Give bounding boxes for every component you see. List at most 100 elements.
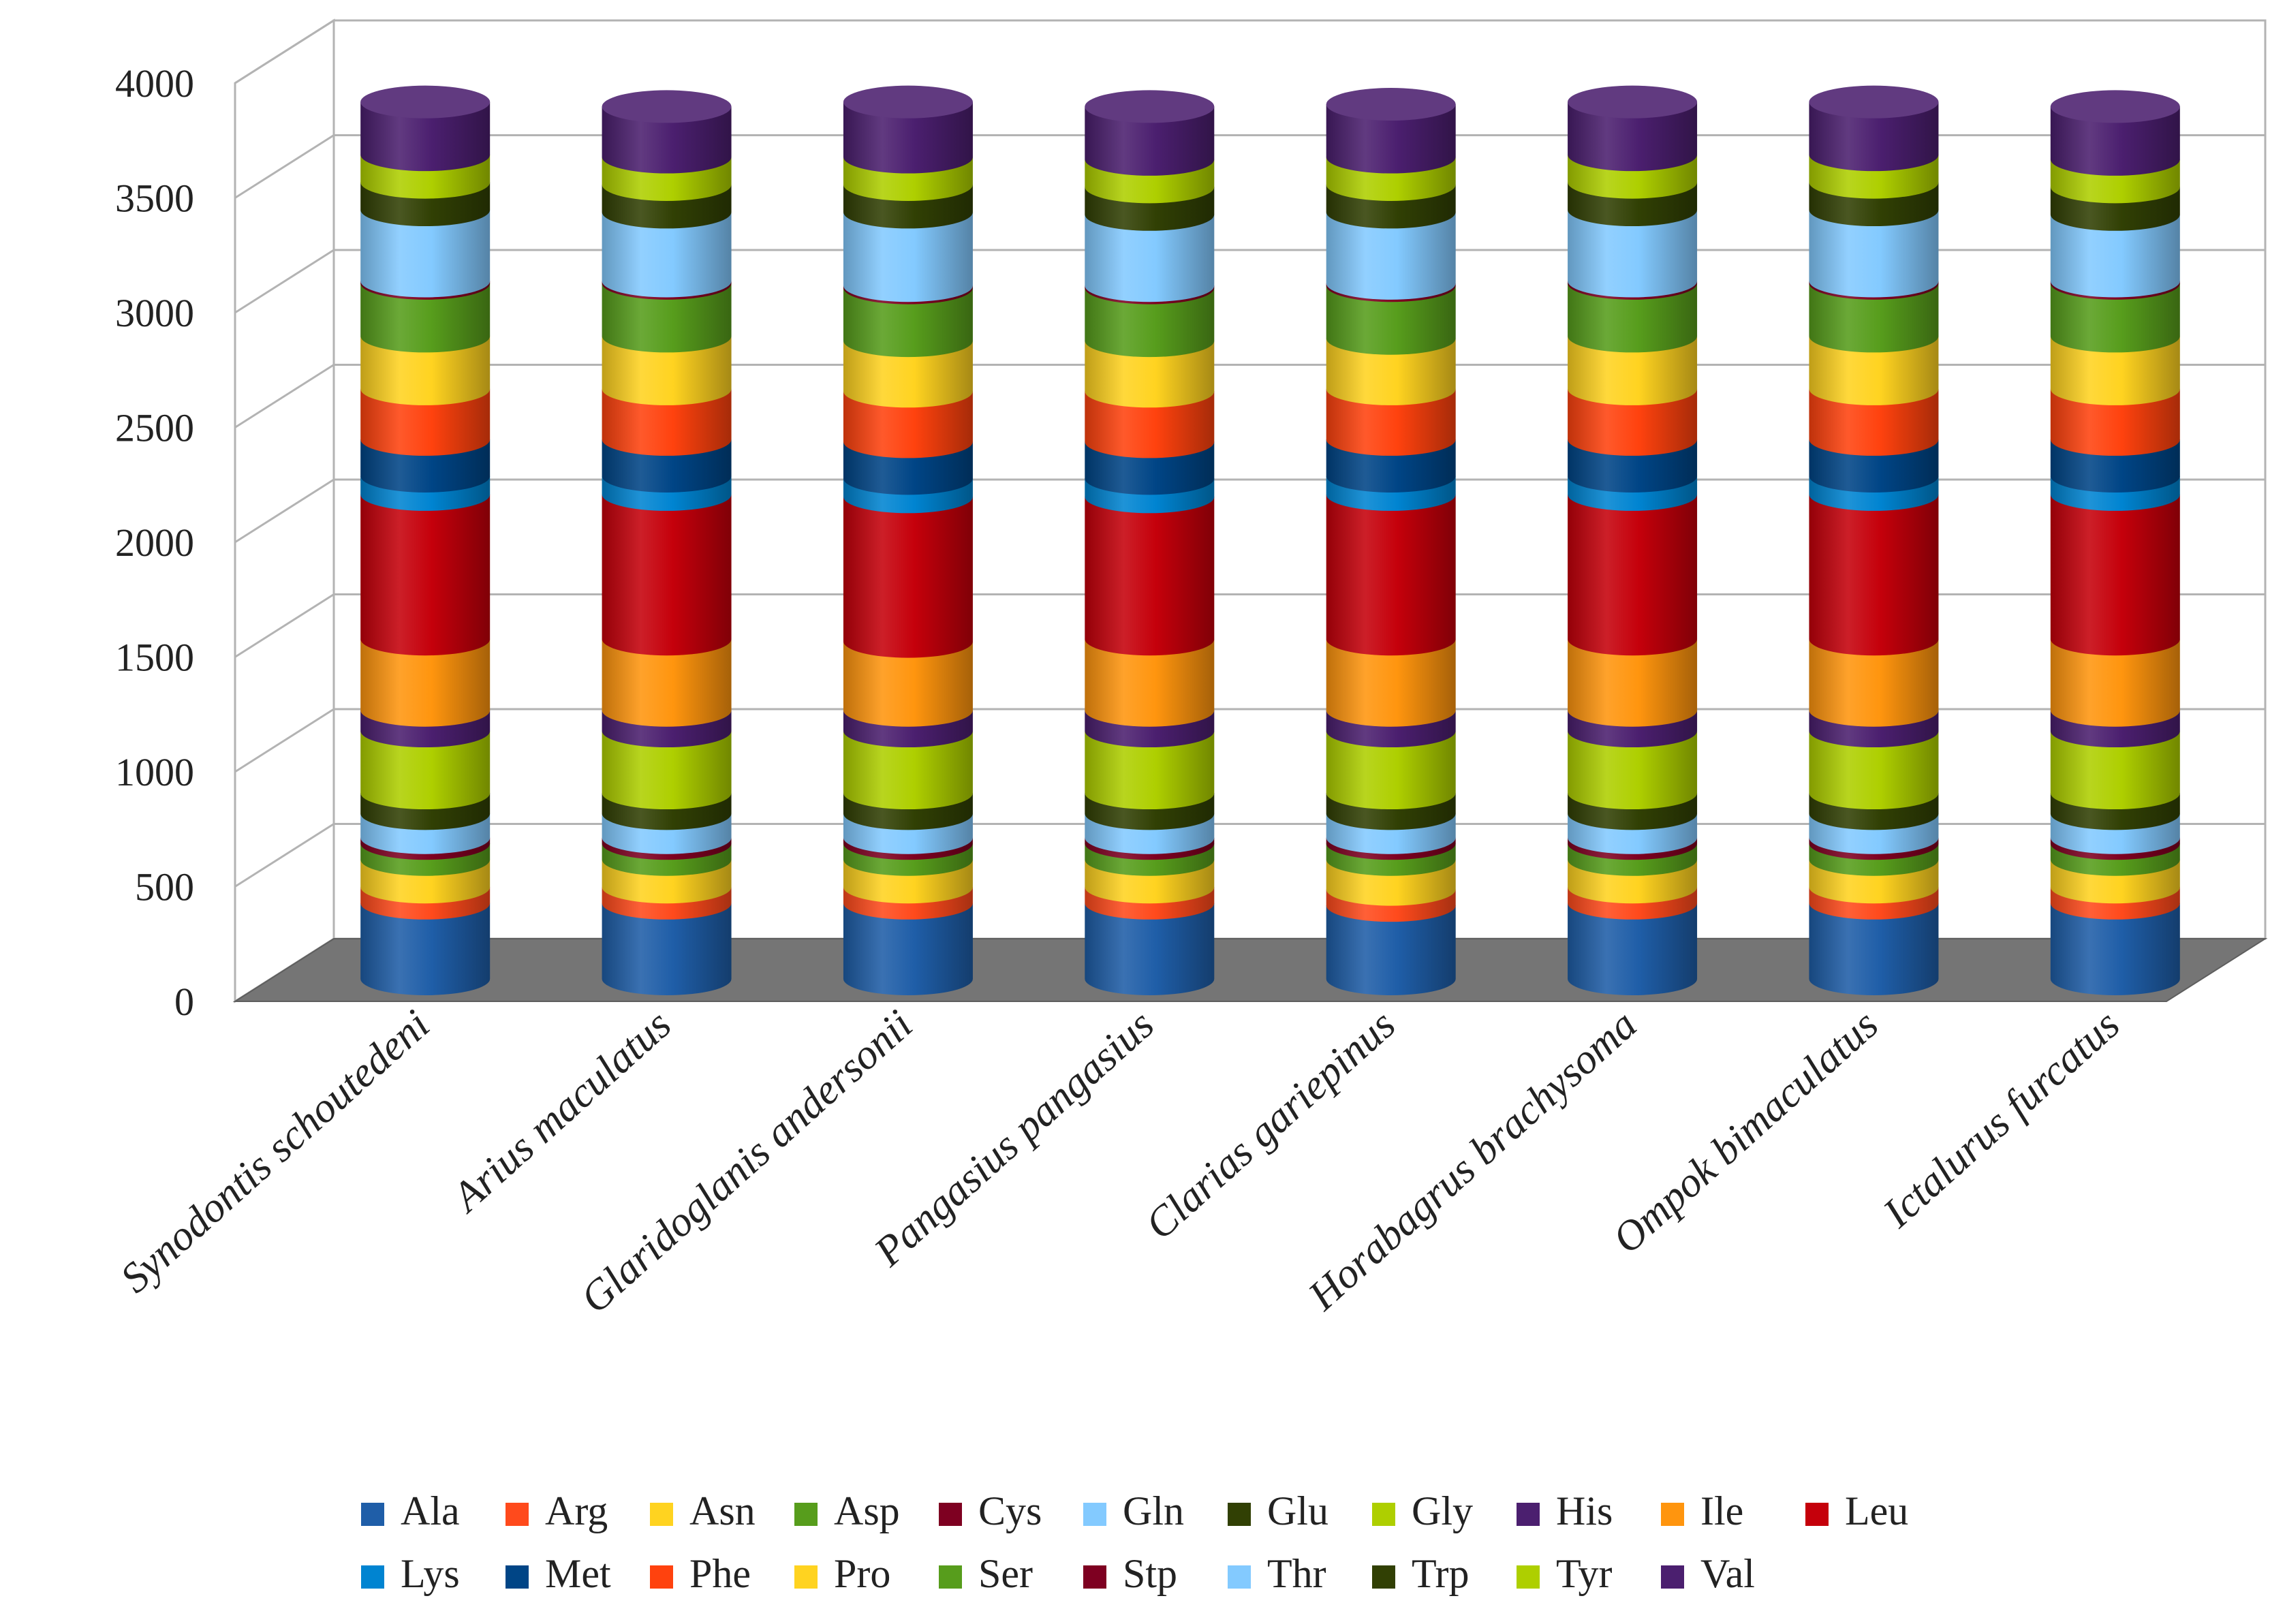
legend-swatch: [794, 1565, 818, 1589]
bar-segment: [843, 497, 973, 658]
bar-segment: [1326, 731, 1456, 810]
bar-stack: [602, 90, 732, 995]
gridline-side: [234, 823, 335, 888]
legend-item: Ser: [939, 1551, 1033, 1596]
legend-label: Glu: [1267, 1488, 1328, 1533]
bar-top: [1809, 85, 1939, 119]
bar-segment: [2050, 494, 2180, 656]
legend-swatch: [1228, 1503, 1251, 1526]
bar-segment: [2050, 214, 2180, 298]
bar-segment: [1326, 905, 1456, 995]
bar-segment: [843, 102, 973, 174]
legend-item: Asp: [794, 1488, 900, 1533]
y-tick-label: 500: [135, 865, 194, 909]
bar-segment: [360, 731, 491, 810]
bar-segment: [1085, 639, 1215, 727]
legend: Ala Arg Asn Asp Cys Gln Glu Gly His Ile Leu Lys Met P…: [361, 1488, 1908, 1596]
legend-swatch: [1372, 1503, 1395, 1526]
bar-segment: [1568, 210, 1698, 298]
legend-label: Phe: [689, 1551, 751, 1596]
legend-swatch: [650, 1503, 673, 1526]
bar-segment: [360, 388, 491, 456]
legend-swatch: [1228, 1565, 1251, 1589]
bar-segment: [1568, 388, 1698, 456]
y-tick-label: 4000: [115, 61, 194, 106]
legend-swatch: [1083, 1565, 1106, 1589]
legend-swatch: [939, 1565, 962, 1589]
bar-segment: [843, 341, 973, 408]
legend-label: Gly: [1412, 1488, 1473, 1533]
bar-segment: [1326, 104, 1456, 174]
bar-segment: [1809, 494, 1939, 656]
legend-swatch: [939, 1503, 962, 1526]
legend-label: Ser: [978, 1551, 1033, 1596]
bar-segment: [843, 641, 973, 727]
bar-segment: [360, 903, 491, 995]
gridline-side: [234, 478, 335, 544]
bar-top: [2050, 90, 2180, 123]
bar-segment: [843, 212, 973, 302]
legend-label: His: [1556, 1488, 1613, 1533]
bar-segment: [1809, 210, 1939, 298]
legend-item: Stp: [1083, 1551, 1177, 1596]
bar-segment: [1085, 341, 1215, 408]
bar-segment: [2050, 336, 2180, 405]
bar-segment: [1085, 214, 1215, 302]
x-tick-label: Clarias gariepinus: [1137, 1001, 1404, 1249]
legend-item: Lys: [361, 1551, 460, 1596]
bar-segment: [2050, 903, 2180, 995]
legend-item: Tyr: [1517, 1551, 1612, 1596]
bar-stack: [843, 85, 973, 995]
bar-segment: [2050, 283, 2180, 353]
bar-segment: [1568, 336, 1698, 405]
bar-segment: [1568, 102, 1698, 172]
bar-segment: [1809, 639, 1939, 727]
bar-segment: [602, 639, 732, 727]
legend-label: Ile: [1700, 1488, 1743, 1533]
legend-label: Asp: [834, 1488, 900, 1533]
legend-label: Val: [1700, 1551, 1755, 1596]
legend-swatch: [1517, 1503, 1540, 1526]
legend-item: Glu: [1228, 1488, 1328, 1533]
bar-segment: [843, 731, 973, 810]
legend-label: Leu: [1845, 1488, 1908, 1533]
bar-segment: [602, 212, 732, 298]
y-tick-label: 2500: [115, 406, 194, 450]
bar-stack: [1568, 85, 1698, 995]
legend-swatch: [361, 1565, 384, 1589]
bar-segment: [1326, 639, 1456, 727]
bar-segment: [602, 336, 732, 405]
bar-top: [1085, 90, 1215, 123]
legend-item: Phe: [650, 1551, 751, 1596]
bar-segment: [1326, 494, 1456, 656]
bar-segment: [2050, 731, 2180, 810]
legend-item: Val: [1661, 1551, 1755, 1596]
legend-swatch: [1805, 1503, 1829, 1526]
legend-swatch: [1517, 1565, 1540, 1589]
gridline-side: [234, 19, 335, 84]
legend-item: Cys: [939, 1488, 1042, 1533]
y-tick-label: 0: [174, 980, 194, 1024]
floor: [232, 938, 2268, 1002]
legend-item: Gln: [1083, 1488, 1184, 1533]
bar-stack: [360, 85, 491, 995]
bar-segment: [1085, 903, 1215, 995]
legend-swatch: [794, 1503, 818, 1526]
legend-item: Trp: [1372, 1551, 1470, 1596]
legend-item: Ile: [1661, 1488, 1743, 1533]
bar-top: [843, 85, 973, 119]
bar-top: [602, 90, 732, 123]
legend-swatch: [1083, 1503, 1106, 1526]
bar-segment: [2050, 388, 2180, 456]
bar-segment: [1568, 283, 1698, 353]
legend-label: Ala: [401, 1488, 460, 1533]
bar-segment: [1085, 106, 1215, 176]
bar-top: [1326, 88, 1456, 121]
legend-label: Cys: [978, 1488, 1042, 1533]
legend-label: Met: [545, 1551, 611, 1596]
bar-top: [360, 85, 491, 119]
bar-segment: [1809, 336, 1939, 405]
y-tick-label: 3000: [115, 291, 194, 335]
